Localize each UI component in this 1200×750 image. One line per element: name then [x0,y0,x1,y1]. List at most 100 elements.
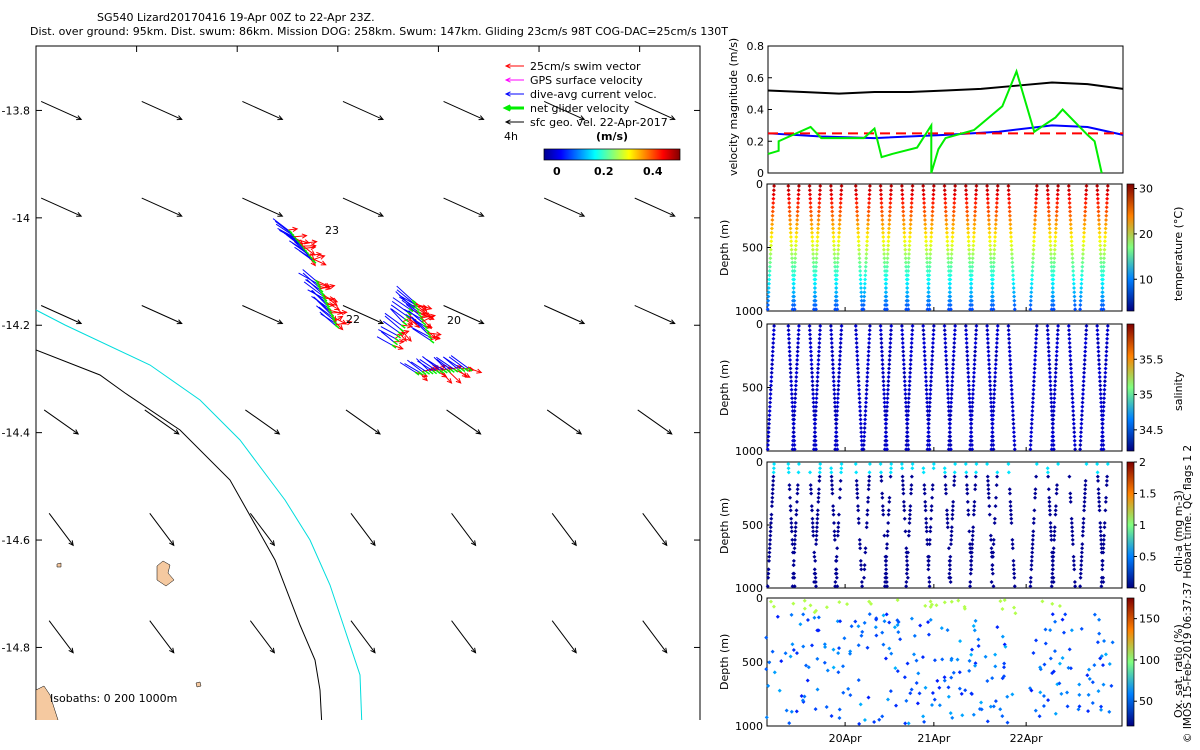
section-marker [835,260,840,265]
section-marker [889,462,894,466]
section-marker [814,400,819,405]
section-marker [1104,217,1109,222]
section-marker [814,387,819,392]
section-marker [1078,290,1083,295]
section-marker [964,196,969,201]
section-marker [866,357,871,362]
velocity-ytick-label: 0.6 [747,72,765,85]
section-marker [906,260,911,265]
section-marker [990,421,995,426]
section-marker [995,184,1000,188]
section-marker [867,478,872,483]
section-marker [771,200,776,205]
section-marker [885,247,890,252]
section-marker [887,222,892,227]
section-marker [812,571,817,576]
section-marker [808,209,813,214]
section-marker [855,362,860,367]
section-marker [835,584,840,589]
section-marker [964,192,969,197]
section-marker [859,633,864,638]
swim-vector [302,246,316,249]
section-marker [829,466,834,471]
section-marker [1105,462,1110,466]
section-marker [905,290,910,295]
section-marker [905,575,910,580]
section-marker [882,447,887,452]
section-marker [867,470,872,475]
section-marker [802,606,807,611]
section-marker [901,349,906,354]
section-xtick-label: 21Apr [917,732,951,745]
section-marker [811,533,816,538]
section-marker [1051,277,1056,282]
section-marker [1008,366,1013,371]
section-marker [838,487,843,492]
section-marker [1053,379,1058,384]
section-marker [864,387,869,392]
section-marker [969,417,974,422]
section-marker [1099,537,1104,542]
section-marker [1079,554,1084,559]
section-marker [1012,434,1017,439]
surface-vector-head [377,115,385,121]
swim-vector-head [446,378,453,384]
section-marker [927,400,932,405]
section-marker [879,200,884,205]
section-marker [1095,470,1100,475]
section-marker [808,349,813,354]
section-marker [1050,601,1055,606]
legend-swim: 25cm/s swim vector [530,60,641,73]
section-marker [1096,340,1101,345]
section-marker [811,396,816,401]
section-marker [767,421,772,426]
section-marker [888,336,893,341]
section-marker [990,417,995,422]
section-marker [1079,421,1084,426]
section-marker [948,404,953,409]
section-marker [1060,655,1065,660]
section-marker [861,447,866,452]
section-marker [854,478,859,483]
section-marker [771,466,776,471]
section-marker [931,192,936,197]
section-marker [1081,234,1086,239]
dac-vector [448,356,465,369]
section-marker [885,404,890,409]
section-marker [878,324,883,328]
section-marker [950,508,955,513]
section-marker [967,668,972,673]
section-marker [834,281,839,286]
section-marker [1071,273,1076,278]
section-marker [1053,512,1058,517]
section-marker [853,324,858,328]
section-marker [770,362,775,367]
section-marker [1071,421,1076,426]
section-marker [1048,387,1053,392]
section-marker [867,196,872,201]
dac-vector [389,308,404,323]
section-marker [972,222,977,227]
section-marker [1048,243,1053,248]
section-marker [905,413,910,418]
section-marker [1103,499,1108,504]
section-marker [1073,307,1078,312]
section-marker [813,408,818,413]
section-marker [944,222,949,227]
section-marker [1095,192,1100,197]
section-marker [766,430,771,435]
section-marker [988,391,993,396]
temperature-cbar-label: temperature (°C) [1172,207,1185,301]
section-marker [860,629,865,634]
section-marker [1071,281,1076,286]
section-marker [1030,550,1035,555]
section-marker [788,226,793,231]
section-marker [1082,222,1087,227]
section-marker [1049,264,1054,269]
section-marker [1007,205,1012,210]
section-marker [855,226,860,231]
section-marker [1033,357,1038,362]
section-marker [908,222,913,227]
section-marker [1028,580,1033,585]
section-marker [1095,462,1100,466]
